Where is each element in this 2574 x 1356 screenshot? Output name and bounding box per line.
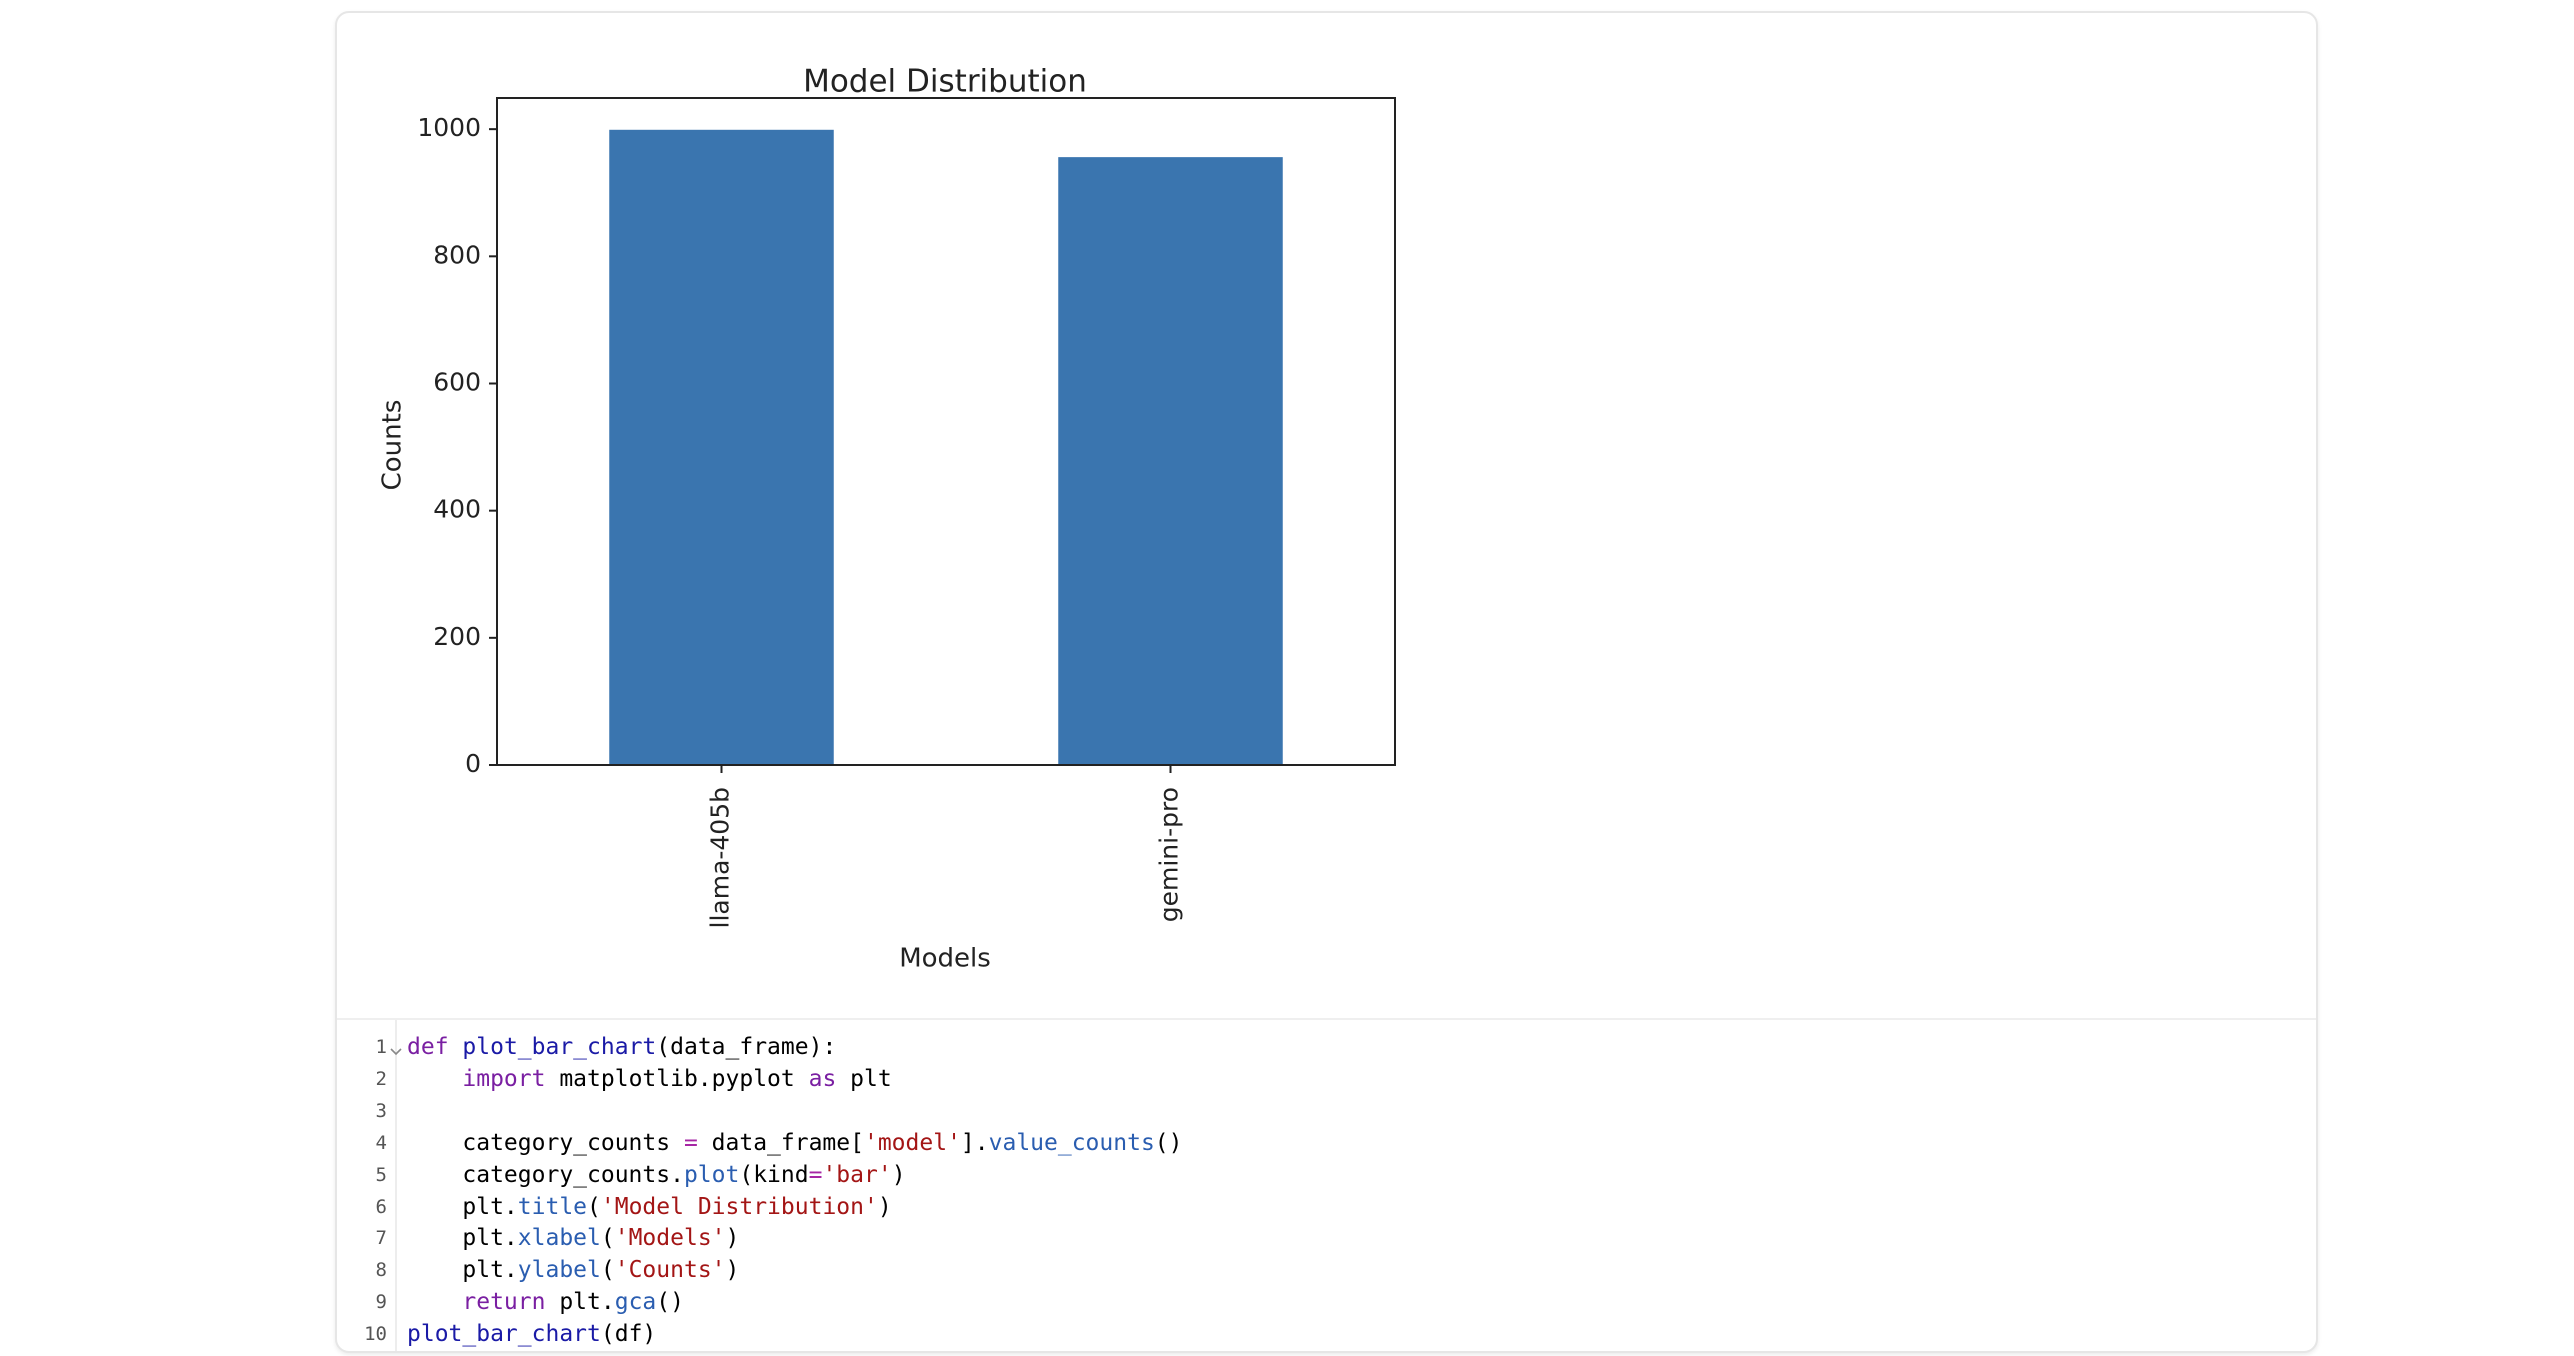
code-token: plt. — [545, 1289, 615, 1316]
line-number: 5 — [375, 1163, 387, 1186]
code-token — [407, 1066, 462, 1092]
code-line: category_counts.plot(kind='bar') — [407, 1161, 906, 1188]
line-number: 2 — [375, 1067, 387, 1090]
code-token: () — [656, 1289, 684, 1316]
code-token: 'Models' — [614, 1225, 726, 1252]
y-tick-label: 600 — [433, 367, 481, 396]
code-line: import matplotlib.pyplot as plt — [407, 1065, 892, 1092]
code-line: return plt.gca() — [407, 1289, 684, 1315]
bar — [609, 129, 834, 765]
code-token: def — [407, 1034, 449, 1060]
code-token: plot_bar_chart — [462, 1034, 657, 1060]
code-token — [449, 1034, 463, 1060]
code-token: () — [1154, 1129, 1183, 1156]
code-token: data_frame[ — [697, 1129, 864, 1156]
fold-arrow[interactable] — [387, 1042, 407, 1062]
code-token: plt. — [407, 1193, 518, 1220]
y-axis-label: Counts — [378, 400, 408, 491]
x-axis-label: Models — [899, 944, 991, 974]
chart-title: Model Distribution — [803, 64, 1087, 100]
code-token: ) — [891, 1161, 906, 1188]
y-tick-label: 0 — [465, 749, 481, 778]
y-tick-label: 200 — [433, 622, 481, 651]
code-editor[interactable]: 1 def plot_bar_chart(data_frame): 2 import… — [337, 1018, 2316, 1351]
code-token: ( — [600, 1225, 615, 1252]
code-token: plt. — [407, 1225, 518, 1252]
code-token: 'bar' — [822, 1161, 892, 1188]
code-token: xlabel — [517, 1225, 601, 1252]
code-token: (df) — [600, 1321, 657, 1348]
code-token: = — [683, 1129, 698, 1156]
line-number: 10 — [364, 1323, 387, 1346]
code-token: value_counts — [988, 1129, 1155, 1156]
gutter-divider — [395, 1020, 397, 1351]
bar — [1058, 157, 1283, 766]
code-token: ) — [877, 1193, 892, 1220]
code-token: ) — [725, 1257, 740, 1284]
code-line: plt.xlabel('Models') — [407, 1225, 739, 1251]
code-token: (kind — [739, 1161, 809, 1188]
code-token: plot — [683, 1161, 740, 1188]
y-tick-label: 800 — [433, 240, 481, 269]
line-number: 8 — [375, 1259, 387, 1282]
code-token: import — [462, 1065, 546, 1092]
x-tick-label: gemini-pro — [1155, 787, 1184, 922]
code-token: ( — [587, 1193, 601, 1220]
code-token: category_counts — [407, 1129, 684, 1156]
code-token: matplotlib.pyplot — [545, 1065, 809, 1092]
code-token: return — [462, 1289, 546, 1316]
code-token: 'Counts' — [614, 1257, 726, 1284]
y-tick-label: 1000 — [417, 113, 481, 142]
line-number: 6 — [375, 1195, 387, 1218]
code-line: plt.title('Model Distribution') — [407, 1193, 892, 1220]
code-token: title — [517, 1193, 588, 1220]
code-token: as — [808, 1065, 837, 1092]
code-token: (data_frame): — [656, 1034, 837, 1060]
code-line: category_counts = data_frame['model'].va… — [407, 1129, 1183, 1156]
line-number: 7 — [375, 1227, 387, 1250]
y-tick-label: 400 — [433, 495, 481, 524]
code-token: plot_bar_chart — [407, 1321, 601, 1348]
code-token: ( — [600, 1257, 615, 1284]
line-number: 4 — [375, 1131, 387, 1154]
line-number: 3 — [375, 1099, 387, 1122]
code-token: plt. — [407, 1257, 518, 1284]
code-token: plt — [836, 1065, 892, 1092]
code-line: def plot_bar_chart(data_frame): — [407, 1034, 836, 1060]
code-line: plt.ylabel('Counts') — [407, 1257, 739, 1283]
code-token: ) — [725, 1225, 740, 1252]
code-token: = — [808, 1161, 823, 1188]
code-token: gca — [614, 1289, 657, 1316]
code-token — [407, 1289, 462, 1315]
code-token: ]. — [960, 1129, 989, 1156]
x-tick-label: llama-405b — [706, 787, 735, 929]
code-token: 'model' — [863, 1129, 961, 1156]
plot-frame — [496, 97, 1396, 766]
chart: Model Distribution Counts Models 0 200 400… — [378, 64, 1396, 974]
code-line: plot_bar_chart(df) — [407, 1321, 656, 1347]
line-number: 9 — [375, 1291, 387, 1314]
notebook-cell: Model Distribution Counts Models 0 200 400… — [335, 11, 2318, 1353]
code-token: ylabel — [517, 1257, 601, 1284]
code-token: category_counts. — [407, 1161, 684, 1188]
line-number: 1 — [375, 1036, 387, 1058]
code-token: 'Model Distribution' — [600, 1193, 878, 1220]
